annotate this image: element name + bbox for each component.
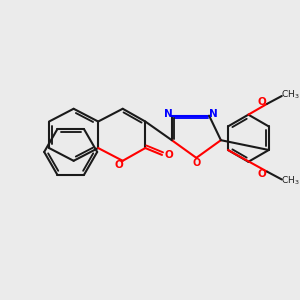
Text: O: O [258, 97, 266, 107]
Text: CH$_3$: CH$_3$ [281, 174, 300, 187]
Text: N: N [164, 109, 172, 119]
Text: O: O [114, 160, 123, 170]
Text: O: O [164, 150, 173, 160]
Text: O: O [192, 158, 200, 168]
Text: N: N [209, 109, 218, 119]
Text: CH$_3$: CH$_3$ [281, 89, 300, 101]
Text: O: O [258, 169, 266, 178]
